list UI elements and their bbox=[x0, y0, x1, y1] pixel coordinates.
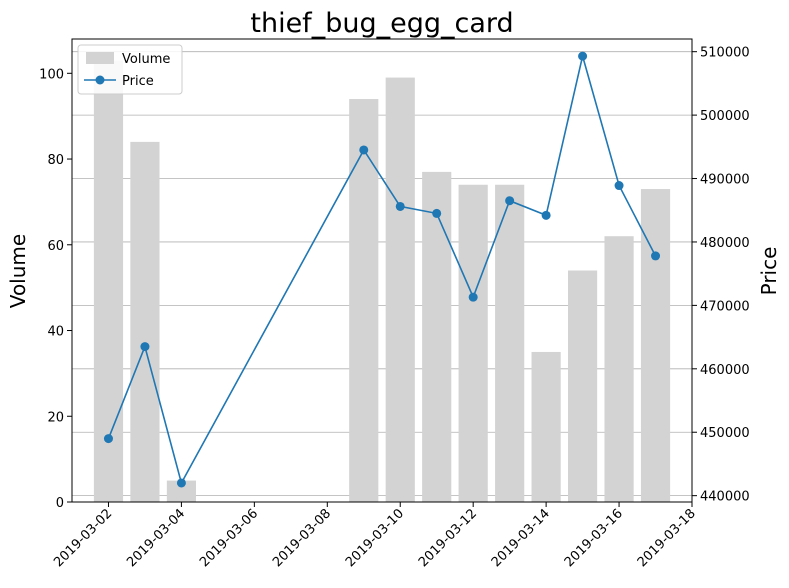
y-left-tick-label: 40 bbox=[47, 325, 64, 340]
price-point bbox=[140, 342, 150, 352]
x-tick-label: 2019-03-08 bbox=[270, 506, 334, 570]
volume-bar bbox=[93, 60, 124, 503]
price-point bbox=[395, 201, 405, 211]
x-tick-label: 2019-03-06 bbox=[197, 506, 261, 570]
y-right-tick-label: 510000 bbox=[700, 46, 750, 61]
volume-bar bbox=[349, 99, 379, 502]
y-left-tick-label: 100 bbox=[39, 67, 64, 82]
volume-bar bbox=[531, 351, 561, 502]
legend-price-marker bbox=[95, 75, 105, 85]
y-right-tick-label: 500000 bbox=[700, 109, 750, 124]
x-tick-label: 2019-03-16 bbox=[562, 506, 626, 570]
price-series-line bbox=[107, 55, 657, 486]
x-tick-label: 2019-03-12 bbox=[416, 506, 480, 570]
volume-bars bbox=[93, 60, 671, 503]
volume-bar bbox=[568, 270, 598, 502]
x-tick-label: 2019-03-02 bbox=[51, 506, 115, 570]
y-right-tick-label: 440000 bbox=[700, 490, 750, 505]
chart-title: thief_bug_egg_card bbox=[250, 8, 513, 39]
x-axis: 2019-03-02 2019-03-04 2019-03-06 2019-03-08… bbox=[51, 502, 699, 570]
price-line bbox=[103, 51, 661, 488]
legend-price-label: Price bbox=[122, 74, 154, 89]
price-point bbox=[578, 51, 588, 61]
price-point bbox=[505, 196, 515, 206]
price-point bbox=[651, 251, 661, 261]
price-point bbox=[468, 292, 478, 302]
price-point bbox=[103, 434, 113, 444]
x-tick-label: 2019-03-10 bbox=[343, 506, 407, 570]
legend: Volume Price bbox=[77, 44, 183, 95]
volume-bar bbox=[604, 236, 634, 502]
volume-bar bbox=[130, 141, 160, 502]
x-tick-label: 2019-03-04 bbox=[124, 506, 188, 570]
y-axis-right: 440000 450000 460000 470000 480000 490000 5000… bbox=[692, 46, 750, 505]
x-tick-label: 2019-03-14 bbox=[489, 506, 553, 570]
y-left-tick-label: 0 bbox=[56, 496, 64, 511]
volume-bar bbox=[640, 189, 671, 502]
price-point bbox=[614, 181, 624, 191]
y-right-tick-label: 460000 bbox=[700, 363, 750, 378]
volume-bar bbox=[495, 184, 525, 502]
y-left-tick-label: 60 bbox=[47, 239, 64, 254]
y-right-tick-label: 480000 bbox=[700, 236, 750, 251]
y-left-tick-label: 80 bbox=[47, 153, 64, 168]
volume-bar bbox=[422, 171, 452, 503]
y-right-tick-label: 470000 bbox=[700, 299, 750, 314]
volume-bar bbox=[385, 77, 415, 502]
y-right-tick-label: 450000 bbox=[700, 426, 750, 441]
volume-bar bbox=[166, 480, 196, 502]
y-left-axis-label: Volume bbox=[6, 234, 30, 308]
legend-volume-label: Volume bbox=[122, 52, 170, 67]
x-tick-label: 2019-03-18 bbox=[635, 506, 699, 570]
volume-bar bbox=[458, 184, 488, 502]
legend-volume-swatch bbox=[86, 52, 114, 64]
price-point bbox=[432, 208, 442, 218]
y-axis-left: 0 20 40 60 80 100 bbox=[39, 67, 72, 511]
price-point bbox=[176, 478, 186, 488]
plot-frame bbox=[71, 38, 693, 503]
y-left-tick-label: 20 bbox=[47, 410, 64, 425]
y-right-tick-label: 490000 bbox=[700, 173, 750, 188]
y-right-axis-label: Price bbox=[757, 247, 781, 296]
grid-lines bbox=[72, 51, 692, 497]
price-point bbox=[541, 210, 551, 220]
price-point bbox=[359, 145, 369, 155]
